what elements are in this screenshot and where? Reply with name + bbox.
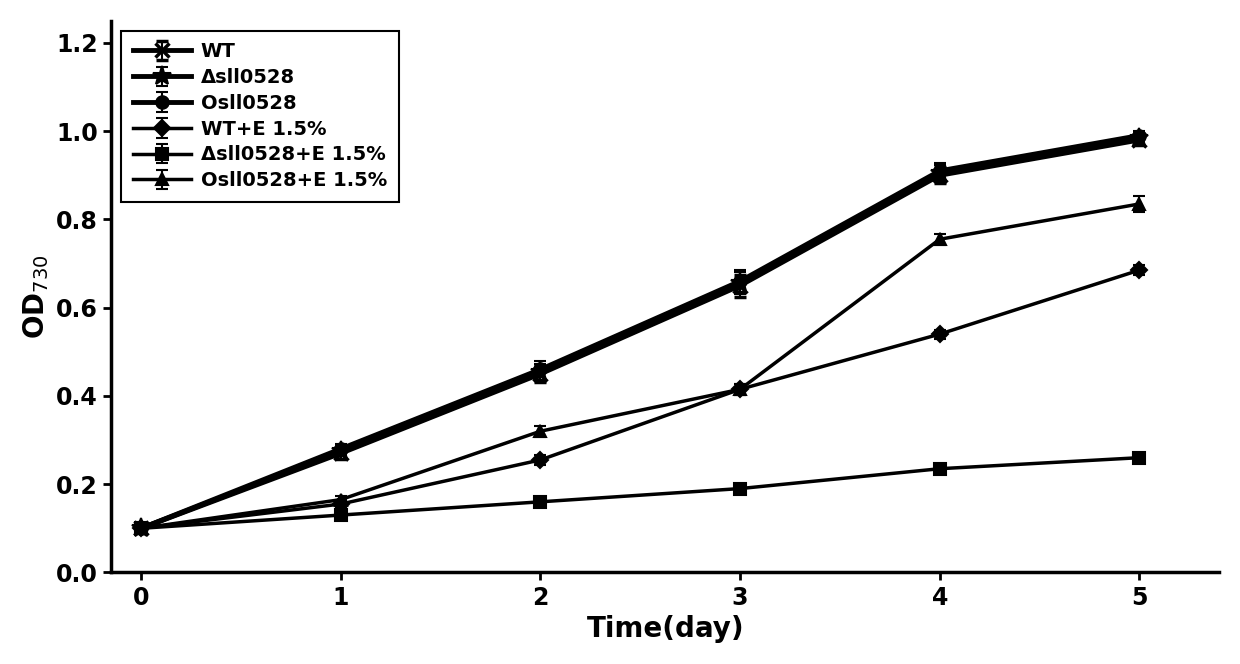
Legend: WT, Δsll0528, Osll0528, WT+E 1.5%, Δsll0528+E 1.5%, Osll0528+E 1.5%: WT, Δsll0528, Osll0528, WT+E 1.5%, Δsll0… xyxy=(122,31,398,202)
X-axis label: Time(day): Time(day) xyxy=(587,615,744,643)
Y-axis label: OD$_{730}$: OD$_{730}$ xyxy=(21,254,51,339)
